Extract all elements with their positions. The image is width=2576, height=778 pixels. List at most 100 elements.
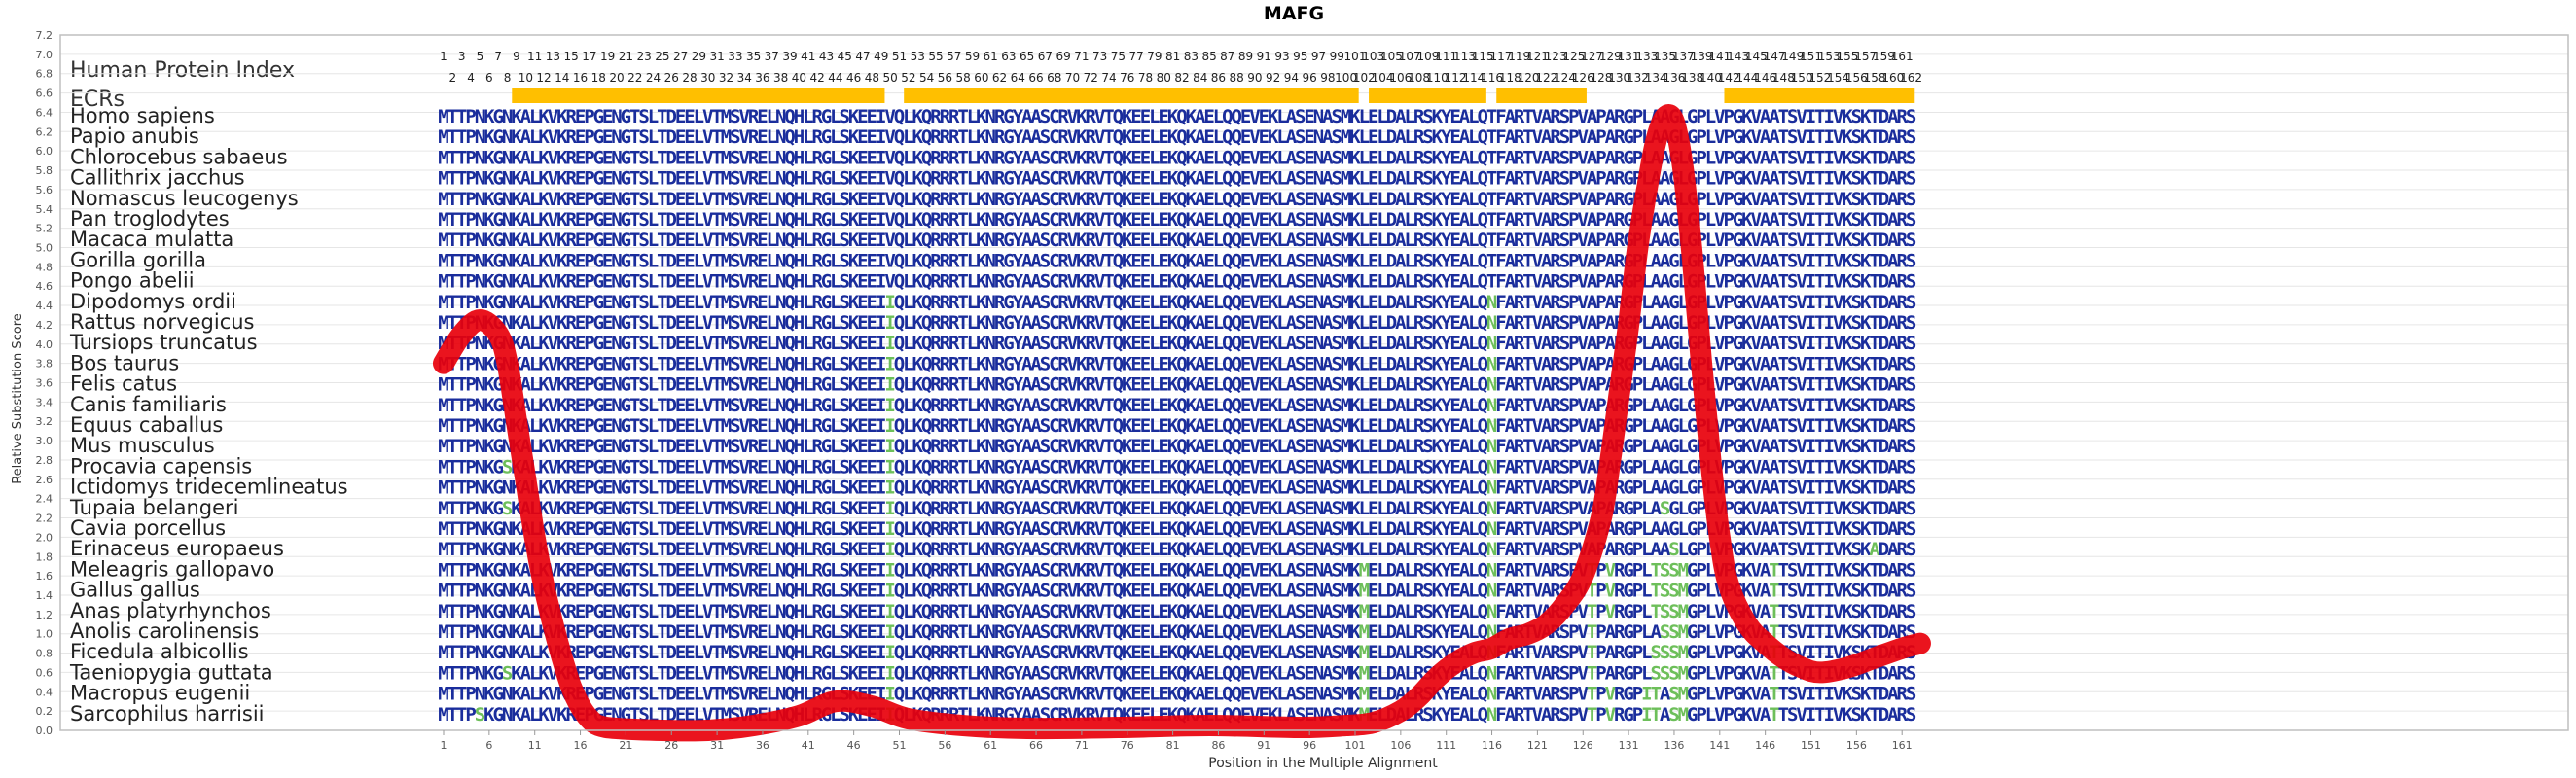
y-tick-label: 1.2 bbox=[36, 609, 54, 621]
protein-index-number: 138 bbox=[1681, 71, 1703, 85]
protein-index-number: 123 bbox=[1545, 50, 1567, 63]
protein-index-number: 136 bbox=[1663, 71, 1685, 85]
y-tick-label: 2.2 bbox=[36, 513, 54, 525]
y-tick-label: 5.2 bbox=[36, 223, 54, 235]
x-tick-label: 91 bbox=[1257, 739, 1270, 752]
protein-index-number: 139 bbox=[1691, 50, 1713, 63]
x-tick-label: 26 bbox=[664, 739, 678, 752]
protein-index-number: 106 bbox=[1389, 71, 1412, 85]
x-tick-label: 111 bbox=[1436, 739, 1456, 752]
protein-index-number: 134 bbox=[1645, 71, 1667, 85]
species-label: Gallus gallus bbox=[70, 579, 200, 602]
protein-index-number: 40 bbox=[792, 71, 806, 85]
x-tick-label: 106 bbox=[1390, 739, 1411, 752]
protein-index-number: 107 bbox=[1399, 50, 1421, 63]
x-tick-label: 31 bbox=[710, 739, 724, 752]
species-label: Pongo abelii bbox=[70, 269, 195, 293]
protein-index-number: 149 bbox=[1781, 50, 1804, 63]
ecr-bar bbox=[1724, 88, 1915, 103]
protein-index-number: 64 bbox=[1011, 71, 1025, 85]
species-label: Ficedula albicollis bbox=[70, 640, 249, 663]
protein-index-numbers: 1234567891011121314151617181920212223242… bbox=[440, 50, 1922, 85]
species-label: Equus caballus bbox=[70, 413, 223, 437]
sequence-row: MTTPNKGNKALKVKREPGENGTSLTDEELVTMSVRELNQH… bbox=[438, 642, 1916, 663]
protein-index-number: 155 bbox=[1837, 50, 1859, 63]
species-label: Procavia capensis bbox=[70, 454, 252, 477]
protein-index-number: 92 bbox=[1266, 71, 1280, 85]
protein-index-number: 27 bbox=[673, 50, 688, 63]
protein-index-number: 146 bbox=[1754, 71, 1776, 85]
protein-index-number: 31 bbox=[709, 50, 724, 63]
protein-index-number: 13 bbox=[546, 50, 560, 63]
species-label: Meleagris gallopavo bbox=[70, 557, 274, 581]
x-tick-label: 41 bbox=[802, 739, 815, 752]
y-tick-label: 3.2 bbox=[36, 415, 54, 428]
x-tick-label: 156 bbox=[1846, 739, 1867, 752]
protein-index-number: 96 bbox=[1303, 71, 1317, 85]
sequence-row: MTTPNKGNKALKVKREPGENGTSLTDEELVTMSVRELNQH… bbox=[438, 539, 1916, 560]
protein-index-number: 110 bbox=[1426, 71, 1449, 85]
species-label: Tursiops truncatus bbox=[69, 331, 258, 354]
x-tick-label: 16 bbox=[574, 739, 588, 752]
protein-index-number: 73 bbox=[1092, 50, 1107, 63]
sequence-row: MTTPNKGSKALKVKREPGENGTSLTDEELVTMSVRELNQH… bbox=[438, 498, 1916, 519]
sequence-row: MTTPNKGNKALKVKREPGENGTSLTDEELVTMSVRELNQH… bbox=[438, 374, 1916, 396]
protein-index-number: 131 bbox=[1618, 50, 1640, 63]
protein-index-number: 93 bbox=[1274, 50, 1289, 63]
ecr-bars bbox=[512, 88, 1915, 103]
protein-index-number: 58 bbox=[955, 71, 970, 85]
sequence-row: MTTPNKGSKALKVKREPGENGTSLTDEELVTMSVRELNQH… bbox=[438, 662, 1916, 684]
protein-index-number: 121 bbox=[1526, 50, 1549, 63]
protein-index-number: 88 bbox=[1230, 71, 1244, 85]
y-tick-label: 5.8 bbox=[36, 164, 54, 177]
x-tick-label: 126 bbox=[1573, 739, 1593, 752]
x-tick-label: 11 bbox=[528, 739, 542, 752]
y-tick-label: 4.2 bbox=[36, 319, 54, 332]
protein-index-number: 47 bbox=[855, 50, 870, 63]
y-tick-label: 6.0 bbox=[36, 145, 54, 158]
protein-index-number: 22 bbox=[627, 71, 642, 85]
protein-index-number: 142 bbox=[1718, 71, 1740, 85]
protein-index-number: 137 bbox=[1672, 50, 1695, 63]
species-label: Chlorocebus sabaeus bbox=[70, 145, 288, 168]
protein-index-number: 152 bbox=[1808, 71, 1831, 85]
protein-index-number: 67 bbox=[1038, 50, 1053, 63]
protein-index-number: 98 bbox=[1320, 71, 1335, 85]
protein-index-number: 99 bbox=[1330, 50, 1344, 63]
protein-index-number: 6 bbox=[485, 71, 493, 85]
species-label: Cavia porcellus bbox=[70, 516, 226, 540]
protein-index-number: 20 bbox=[609, 71, 624, 85]
protein-index-number: 81 bbox=[1165, 50, 1180, 63]
row-label-protein-index: Human Protein Index bbox=[70, 58, 295, 83]
species-label: Gorilla gorilla bbox=[70, 248, 206, 271]
protein-index-number: 69 bbox=[1056, 50, 1071, 63]
y-tick-label: 3.0 bbox=[36, 435, 54, 447]
protein-index-number: 157 bbox=[1854, 50, 1877, 63]
x-tick-label: 6 bbox=[485, 739, 492, 752]
protein-index-number: 3 bbox=[458, 50, 466, 63]
x-tick-label: 116 bbox=[1482, 739, 1502, 752]
y-tick-label: 2.8 bbox=[36, 454, 54, 467]
protein-index-number: 42 bbox=[810, 71, 825, 85]
protein-index-number: 102 bbox=[1353, 71, 1376, 85]
protein-index-number: 35 bbox=[746, 50, 761, 63]
protein-index-number: 45 bbox=[838, 50, 852, 63]
species-label: Anas platyrhynchos bbox=[70, 599, 271, 622]
y-tick-label: 3.4 bbox=[36, 396, 54, 408]
x-tick-label: 36 bbox=[756, 739, 769, 752]
y-tick-label: 5.4 bbox=[36, 203, 54, 216]
protein-index-number: 161 bbox=[1891, 50, 1914, 63]
x-tick-label: 81 bbox=[1166, 739, 1180, 752]
protein-index-number: 14 bbox=[555, 71, 569, 85]
species-label: Bos taurus bbox=[70, 351, 179, 374]
protein-index-number: 95 bbox=[1293, 50, 1307, 63]
x-tick-label: 101 bbox=[1345, 739, 1366, 752]
y-tick-label: 1.0 bbox=[36, 628, 54, 641]
sequence-row: MTTPNKGNKALKVKREPGENGTSLTDEELVTMSVRELNQH… bbox=[438, 147, 1916, 168]
protein-index-number: 140 bbox=[1699, 71, 1722, 85]
protein-index-number: 90 bbox=[1247, 71, 1262, 85]
protein-index-number: 105 bbox=[1380, 50, 1403, 63]
protein-index-number: 159 bbox=[1873, 50, 1895, 63]
plot-frame bbox=[59, 34, 2569, 731]
protein-index-number: 32 bbox=[719, 71, 733, 85]
